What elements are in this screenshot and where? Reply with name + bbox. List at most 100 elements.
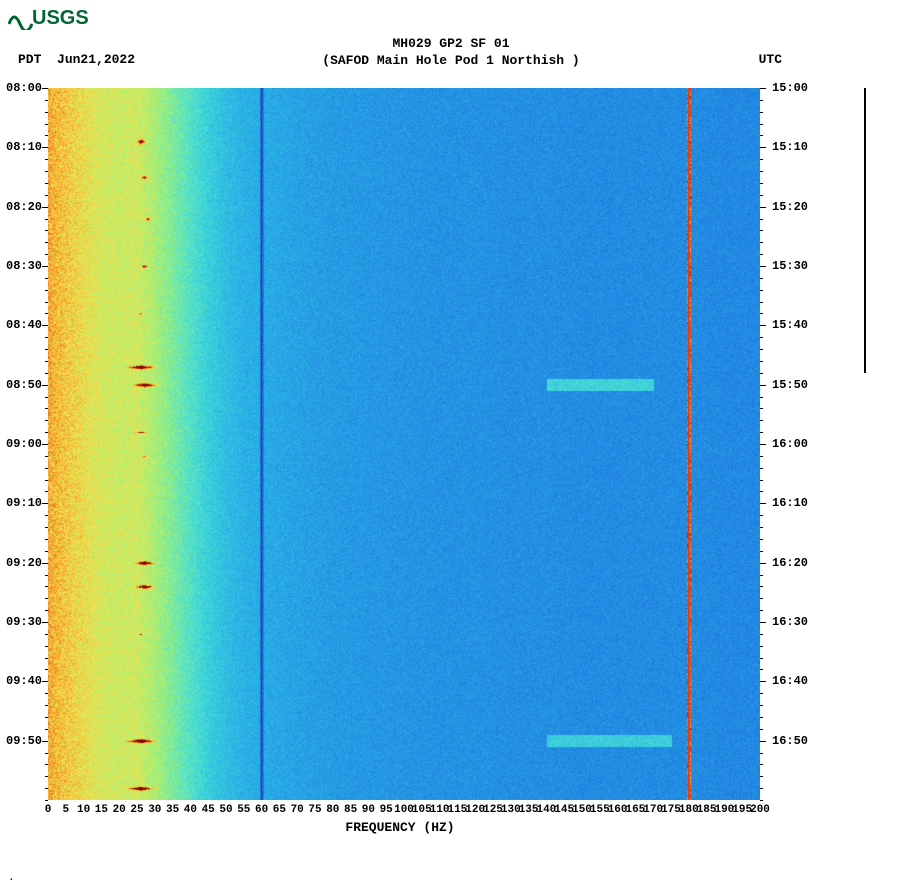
y-right-minor-tick — [760, 230, 763, 231]
x-tick-label: 40 — [184, 804, 197, 816]
y-right-minor-tick — [760, 135, 763, 136]
y-left-label: 08:10 — [6, 140, 42, 154]
date-label: Jun21,2022 — [57, 52, 135, 67]
y-left-label: 08:30 — [6, 259, 42, 273]
svg-text:USGS: USGS — [32, 7, 89, 29]
y-right-label: 16:10 — [772, 496, 808, 510]
y-left-minor-tick — [45, 705, 48, 706]
y-right-minor-tick — [760, 729, 763, 730]
usgs-wave-icon: USGS — [8, 4, 94, 30]
y-left-minor-tick — [45, 242, 48, 243]
y-right-minor-tick — [760, 171, 763, 172]
y-left-minor-tick — [45, 575, 48, 576]
y-right-minor-tick — [760, 337, 763, 338]
y-left-minor-tick — [45, 480, 48, 481]
y-left-minor-tick — [45, 124, 48, 125]
y-right-minor-tick — [760, 646, 763, 647]
y-left-minor-tick — [45, 337, 48, 338]
y-right-minor-tick — [760, 373, 763, 374]
y-right-minor-tick — [760, 349, 763, 350]
x-tick-label: 75 — [308, 804, 321, 816]
y-left-minor-tick — [45, 373, 48, 374]
y-right-minor-tick — [760, 610, 763, 611]
y-right-minor-tick — [760, 563, 763, 564]
y-right-minor-tick — [760, 302, 763, 303]
y-left-minor-tick — [45, 290, 48, 291]
y-right-minor-tick — [760, 290, 763, 291]
y-right-label: 15:40 — [772, 318, 808, 332]
y-left-minor-tick — [45, 539, 48, 540]
y-right-minor-tick — [760, 444, 763, 445]
y-right-minor-tick — [760, 764, 763, 765]
spectrogram-canvas — [48, 88, 760, 800]
y-right-minor-tick — [760, 705, 763, 706]
y-left-minor-tick — [45, 444, 48, 445]
y-left-minor-tick — [45, 717, 48, 718]
y-left-label: 09:10 — [6, 496, 42, 510]
y-right-minor-tick — [760, 112, 763, 113]
y-right-minor-tick — [760, 669, 763, 670]
chart-title-line1: MH029 GP2 SF 01 — [0, 36, 902, 53]
footer-mark: . — [8, 872, 15, 884]
y-left-label: 09:30 — [6, 615, 42, 629]
spectrogram-plot — [48, 88, 760, 800]
y-left-label: 09:40 — [6, 674, 42, 688]
y-left-minor-tick — [45, 503, 48, 504]
x-tick-label: 60 — [255, 804, 268, 816]
y-left-minor-tick — [45, 551, 48, 552]
y-right-minor-tick — [760, 693, 763, 694]
y-left-minor-tick — [45, 408, 48, 409]
colorbar-fragment — [864, 88, 866, 800]
y-right-minor-tick — [760, 681, 763, 682]
y-left-minor-tick — [45, 681, 48, 682]
y-right-label: 15:10 — [772, 140, 808, 154]
y-left-label: 08:50 — [6, 378, 42, 392]
y-left-minor-tick — [45, 753, 48, 754]
y-left-minor-tick — [45, 397, 48, 398]
x-tick-label: 65 — [273, 804, 286, 816]
y-left-minor-tick — [45, 515, 48, 516]
y-left-label: 09:50 — [6, 734, 42, 748]
x-tick-label: 85 — [344, 804, 357, 816]
y-right-minor-tick — [760, 147, 763, 148]
y-left-label: 09:00 — [6, 437, 42, 451]
y-left-minor-tick — [45, 610, 48, 611]
y-right-label: 15:50 — [772, 378, 808, 392]
y-left-minor-tick — [45, 586, 48, 587]
y-left-minor-tick — [45, 800, 48, 801]
x-tick-label: 70 — [291, 804, 304, 816]
y-left-minor-tick — [45, 266, 48, 267]
y-right-minor-tick — [760, 420, 763, 421]
y-left-minor-tick — [45, 254, 48, 255]
x-tick-label: 80 — [326, 804, 339, 816]
y-right-label: 15:30 — [772, 259, 808, 273]
y-left-minor-tick — [45, 527, 48, 528]
x-tick-label: 10 — [77, 804, 90, 816]
x-tick-label: 50 — [219, 804, 232, 816]
y-left-minor-tick — [45, 563, 48, 564]
y-left-minor-tick — [45, 230, 48, 231]
y-left-minor-tick — [45, 669, 48, 670]
y-left-minor-tick — [45, 598, 48, 599]
y-left-minor-tick — [45, 219, 48, 220]
x-tick-label: 45 — [202, 804, 215, 816]
x-tick-label: 15 — [95, 804, 108, 816]
y-right-minor-tick — [760, 159, 763, 160]
y-right-label: 15:00 — [772, 81, 808, 95]
y-right-minor-tick — [760, 634, 763, 635]
y-right-minor-tick — [760, 361, 763, 362]
x-axis-title: FREQUENCY (HZ) — [0, 820, 800, 835]
y-left-minor-tick — [45, 195, 48, 196]
y-left-minor-tick — [45, 741, 48, 742]
y-right-minor-tick — [760, 658, 763, 659]
y-left-minor-tick — [45, 764, 48, 765]
left-timezone-date: PDT Jun21,2022 — [18, 52, 135, 67]
y-right-minor-tick — [760, 527, 763, 528]
left-tz-label: PDT — [18, 52, 41, 67]
x-tick-label: 200 — [750, 804, 770, 816]
y-right-minor-tick — [760, 480, 763, 481]
y-right-minor-tick — [760, 575, 763, 576]
y-right-minor-tick — [760, 491, 763, 492]
y-left-minor-tick — [45, 658, 48, 659]
y-right-minor-tick — [760, 586, 763, 587]
